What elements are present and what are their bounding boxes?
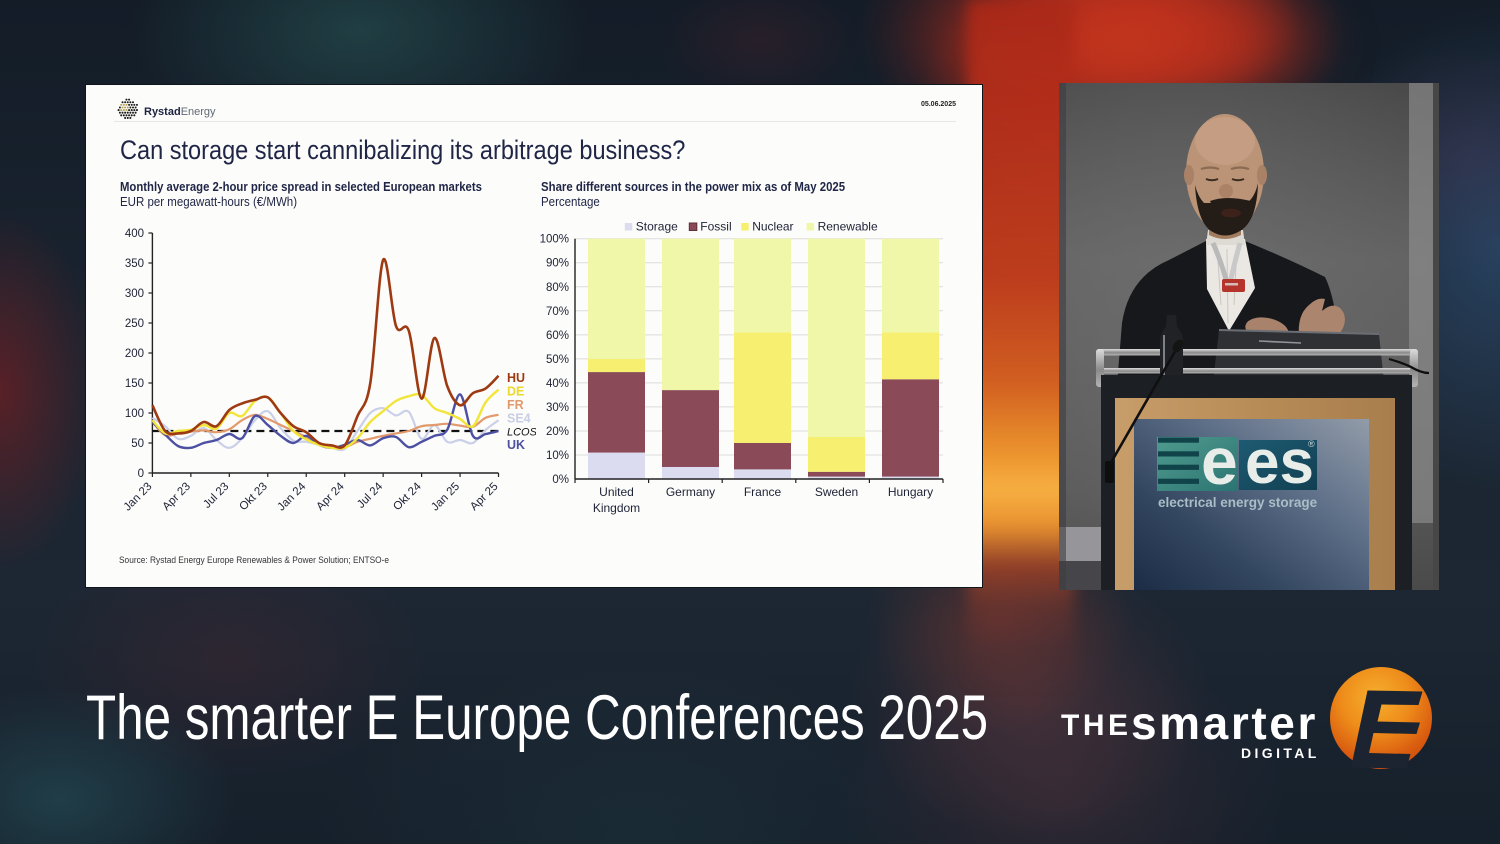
svg-text:Germany: Germany (666, 485, 715, 499)
svg-text:Okt 24: Okt 24 (391, 480, 424, 513)
svg-text:90%: 90% (546, 258, 569, 270)
svg-text:Apr 23: Apr 23 (161, 481, 193, 513)
svg-text:80%: 80% (546, 282, 569, 294)
svg-text:Jan 23: Jan 23 (122, 481, 155, 514)
svg-text:Sweden: Sweden (815, 485, 858, 499)
svg-text:Fossil: Fossil (700, 220, 731, 234)
svg-text:350: 350 (125, 258, 144, 270)
svg-text:0%: 0% (552, 474, 569, 486)
svg-text:Apr 25: Apr 25 (468, 481, 500, 513)
svg-text:400: 400 (125, 228, 144, 240)
svg-text:France: France (744, 485, 782, 499)
svg-text:30%: 30% (546, 402, 569, 414)
svg-text:Kingdom: Kingdom (593, 501, 640, 515)
svg-text:Okt 23: Okt 23 (237, 481, 269, 513)
svg-text:United: United (599, 485, 634, 499)
svg-text:20%: 20% (546, 426, 569, 438)
svg-text:100%: 100% (540, 234, 569, 246)
svg-text:Nuclear: Nuclear (752, 220, 793, 234)
svg-text:LCOS: LCOS (507, 427, 536, 439)
svg-text:Jan 25: Jan 25 (429, 481, 462, 514)
svg-text:e: e (1201, 424, 1238, 498)
svg-text:Jul 23: Jul 23 (201, 481, 231, 511)
svg-text:150: 150 (125, 378, 144, 390)
svg-text:40%: 40% (546, 378, 569, 390)
svg-text:0: 0 (138, 468, 144, 480)
svg-text:SE4: SE4 (507, 412, 531, 426)
svg-text:Renewable: Renewable (818, 220, 878, 234)
svg-text:es: es (1245, 428, 1314, 497)
svg-text:Jul 24: Jul 24 (355, 480, 386, 511)
svg-text:100: 100 (125, 408, 144, 420)
svg-text:50: 50 (131, 438, 144, 450)
svg-text:200: 200 (125, 348, 144, 360)
svg-text:Hungary: Hungary (888, 485, 933, 499)
svg-text:Storage: Storage (636, 220, 678, 234)
svg-text:FR: FR (507, 398, 524, 412)
svg-text:DE: DE (507, 385, 524, 399)
svg-text:Jan 24: Jan 24 (275, 480, 308, 513)
svg-text:250: 250 (125, 318, 144, 330)
svg-text:60%: 60% (546, 330, 569, 342)
svg-text:10%: 10% (546, 450, 569, 462)
svg-text:50%: 50% (546, 354, 569, 366)
svg-text:HU: HU (507, 371, 525, 385)
svg-text:70%: 70% (546, 306, 569, 318)
svg-text:®: ® (1308, 439, 1315, 449)
svg-text:UK: UK (507, 438, 525, 452)
svg-text:Apr 24: Apr 24 (314, 480, 347, 513)
svg-text:electrical energy storage: electrical energy storage (1158, 495, 1318, 510)
svg-text:300: 300 (125, 288, 144, 300)
